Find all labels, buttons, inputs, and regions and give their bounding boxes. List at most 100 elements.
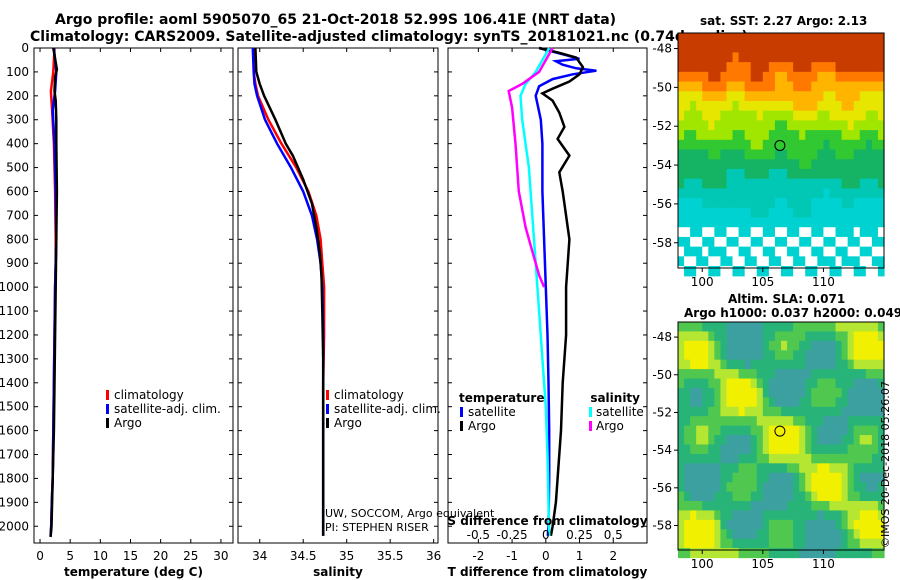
sst-map-cell bbox=[811, 217, 818, 228]
sst-map-cell bbox=[678, 198, 685, 209]
xtick-label-salinity: 34.5 bbox=[290, 549, 317, 563]
sla-map-cell bbox=[877, 406, 885, 417]
sst-map-cell bbox=[853, 100, 861, 112]
sst-map-cell bbox=[823, 246, 831, 257]
sla-map-cell bbox=[829, 416, 837, 427]
sst-map-cell bbox=[738, 246, 746, 257]
sst-map-cell bbox=[684, 178, 691, 189]
sla-map-cell bbox=[859, 416, 867, 427]
sla-map-cell bbox=[702, 538, 709, 549]
sst-map-cell bbox=[732, 178, 740, 189]
sst-map-cell bbox=[811, 256, 818, 267]
sst-map-cell bbox=[756, 246, 764, 257]
sla-map-cell bbox=[805, 519, 812, 530]
sla-map-cell bbox=[805, 510, 812, 521]
sst-map-cell bbox=[690, 227, 697, 238]
sla-map-cell bbox=[781, 463, 788, 474]
sla-map-cell bbox=[853, 397, 861, 408]
sla-map-cell bbox=[877, 548, 885, 559]
sla-map-cell bbox=[690, 322, 697, 333]
sst-map-cell bbox=[811, 130, 818, 141]
sst-map-cell bbox=[877, 246, 885, 257]
sla-map-cell bbox=[853, 491, 861, 502]
sla-map-cell bbox=[847, 529, 855, 540]
sla-map-cell bbox=[865, 463, 873, 474]
sst-map-cell bbox=[774, 71, 782, 83]
sla-map-cell bbox=[865, 340, 873, 351]
sst-map-cell bbox=[787, 159, 794, 170]
sst-map-cell bbox=[817, 236, 825, 248]
sst-map-cell bbox=[847, 256, 855, 267]
sla-map-cell bbox=[684, 548, 691, 559]
sla-map-cell bbox=[787, 548, 794, 559]
sst-map-cell bbox=[793, 188, 800, 199]
series-temperature-Argo bbox=[49, 47, 59, 538]
sst-map-cell bbox=[829, 100, 837, 112]
sst-map-cell bbox=[774, 120, 782, 131]
sla-map-cell bbox=[859, 359, 867, 370]
sst-map-cell bbox=[708, 246, 715, 257]
sst-map-cell bbox=[817, 168, 825, 180]
sst-map-cell bbox=[859, 168, 867, 180]
sla-map-cell bbox=[726, 491, 734, 502]
sla-map-cell bbox=[877, 378, 885, 389]
sst-map-cell bbox=[702, 188, 709, 199]
sst-map-cell bbox=[762, 159, 770, 170]
sla-map-cell bbox=[859, 322, 867, 333]
sla-map-cell bbox=[829, 435, 837, 446]
sla-map-cell bbox=[829, 519, 837, 530]
sla-map-cell bbox=[732, 548, 740, 559]
sst-map-cell bbox=[829, 227, 837, 238]
sla-map-cell bbox=[841, 453, 849, 464]
sst-map-cell bbox=[738, 71, 746, 83]
sla-map-cell bbox=[817, 406, 825, 417]
sla-map-cell bbox=[696, 406, 703, 417]
sst-map-cell bbox=[690, 100, 697, 112]
sst-map-cell bbox=[793, 91, 800, 102]
sst-map-cell bbox=[781, 62, 788, 73]
sla-map-cell bbox=[720, 444, 728, 455]
sst-map-cell bbox=[877, 178, 885, 189]
sst-map-cell bbox=[750, 236, 758, 248]
sla-map-cell bbox=[702, 416, 709, 427]
sst-map-cell bbox=[720, 168, 728, 180]
sla-map-cell bbox=[877, 350, 885, 361]
sla-map-cell bbox=[774, 406, 782, 417]
sst-map-cell bbox=[684, 236, 691, 248]
sst-map-cell bbox=[877, 207, 885, 219]
diff-legend-label-right: satellite bbox=[596, 405, 644, 419]
sst-map-cell bbox=[871, 236, 879, 248]
sla-map-cell bbox=[774, 397, 782, 408]
sst-map-cell bbox=[774, 159, 782, 170]
sst-map-cell bbox=[744, 266, 752, 277]
sla-map-cell bbox=[720, 463, 728, 474]
sst-map-cell bbox=[841, 256, 849, 267]
sst-map-cell bbox=[799, 71, 806, 83]
sla-map-cell bbox=[690, 501, 697, 512]
sst-map-cell bbox=[787, 42, 794, 54]
sst-map-cell bbox=[805, 110, 812, 121]
sla-map-cell bbox=[835, 444, 843, 455]
sst-map-cell bbox=[853, 139, 861, 151]
sst-map-cell bbox=[684, 256, 691, 267]
sla-map-cell bbox=[774, 510, 782, 521]
sla-map-cell bbox=[756, 482, 764, 493]
sla-map-cell bbox=[708, 444, 715, 455]
sla-map-cell bbox=[811, 369, 818, 380]
ytick-label: 300 bbox=[6, 113, 29, 127]
sst-map-cell bbox=[678, 266, 685, 277]
sst-map-cell bbox=[871, 100, 879, 112]
sla-map-cell bbox=[702, 472, 709, 483]
sla-map-cell bbox=[793, 331, 800, 342]
sla-map-cell bbox=[799, 397, 806, 408]
sst-map-cell bbox=[720, 207, 728, 219]
sst-map-cell bbox=[690, 130, 697, 141]
sst-map-cell bbox=[756, 188, 764, 199]
sst-map-cell bbox=[793, 266, 800, 277]
sla-map-cell bbox=[750, 369, 758, 380]
sla-map-cell bbox=[744, 491, 752, 502]
sla-map-cell bbox=[708, 548, 715, 559]
xlabel-salinity: salinity bbox=[313, 565, 363, 579]
sst-map-cell bbox=[714, 159, 722, 170]
sla-map-cell bbox=[678, 425, 685, 436]
